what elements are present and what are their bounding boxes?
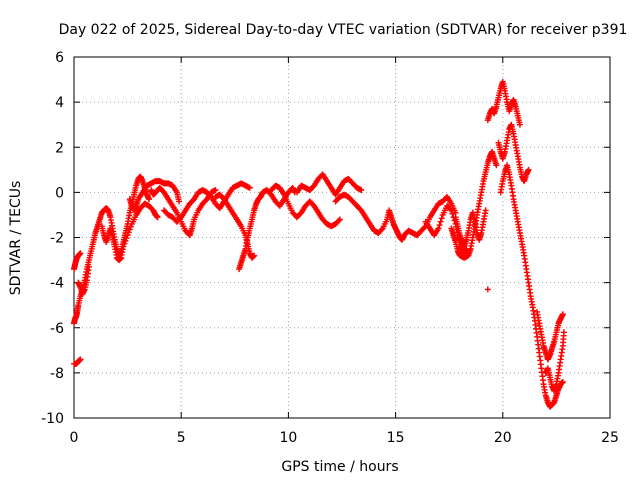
data-point <box>559 311 566 318</box>
y-tick-label: 0 <box>55 185 64 201</box>
x-axis-label: GPS time / hours <box>281 459 398 475</box>
x-tick-label: 25 <box>601 430 619 446</box>
data-point <box>125 229 132 236</box>
data-point <box>525 166 532 173</box>
data-point <box>121 240 128 247</box>
y-axis-label: SDTVAR / TECUs <box>8 181 24 296</box>
data-point <box>482 207 489 214</box>
y-tick-label: 2 <box>55 140 64 156</box>
y-tick-label: -8 <box>50 366 64 382</box>
data-point <box>437 218 444 225</box>
data-point <box>448 207 455 214</box>
data-point <box>77 356 84 363</box>
data-point <box>120 243 127 250</box>
x-tick-label: 0 <box>70 430 79 446</box>
data-point <box>435 225 442 232</box>
data-point <box>559 378 566 385</box>
data-point <box>335 217 342 224</box>
x-tick-label: 15 <box>387 430 405 446</box>
data-point <box>560 329 567 336</box>
data-point <box>493 162 500 169</box>
data-point <box>358 187 365 194</box>
y-tick-label: 6 <box>55 50 64 66</box>
x-tick-labels: 0 5 10 15 20 25 <box>70 430 619 446</box>
y-tick-label: -6 <box>50 321 64 337</box>
x-tick-label: 10 <box>279 430 297 446</box>
data-point <box>86 263 93 270</box>
y-tick-label: -4 <box>50 276 64 292</box>
y-tick-labels: -10 -8 -6 -4 -2 0 2 4 6 <box>41 50 64 427</box>
data-point <box>449 210 456 217</box>
data-point <box>124 232 131 239</box>
data-point <box>126 226 133 233</box>
data-series-sdtvar <box>71 78 567 410</box>
data-point <box>154 214 161 221</box>
chart-title: Day 022 of 2025, Sidereal Day-to-day VTE… <box>59 22 628 38</box>
data-point <box>516 121 523 128</box>
data-point <box>122 237 129 244</box>
data-point <box>146 196 153 203</box>
y-tick-label: -10 <box>41 411 64 427</box>
x-tick-label: 20 <box>494 430 512 446</box>
grid-lines <box>74 57 610 418</box>
data-point <box>77 250 84 257</box>
data-point <box>436 222 443 229</box>
data-point <box>378 226 385 233</box>
y-tick-label: 4 <box>55 95 64 111</box>
x-tick-label: 5 <box>177 430 186 446</box>
data-point <box>246 184 253 191</box>
data-point <box>336 216 343 223</box>
data-point <box>484 286 491 293</box>
data-point <box>438 215 445 222</box>
plot-frame <box>73 56 611 419</box>
data-point <box>123 235 130 242</box>
data-point <box>127 223 134 230</box>
data-point <box>176 198 183 205</box>
y-tick-label: -2 <box>50 231 64 247</box>
data-point <box>251 252 258 259</box>
data-point <box>447 206 454 213</box>
data-point <box>212 187 219 194</box>
